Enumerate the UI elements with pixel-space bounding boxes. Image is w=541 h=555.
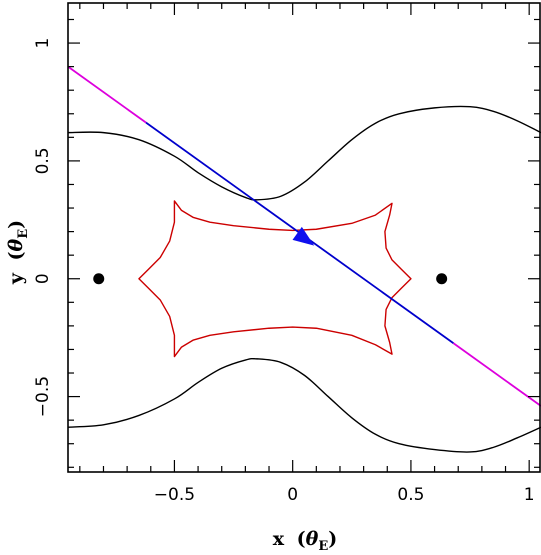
data-layer: [68, 65, 541, 453]
y-tick-label: 0: [33, 273, 53, 284]
x-tick-label: 1: [524, 485, 535, 505]
y-axis-title-theta: θ: [5, 238, 27, 251]
x-axis-title-sub: E: [318, 539, 328, 554]
x-tick-label: 0: [287, 485, 298, 505]
trajectory-outer-right: [452, 342, 541, 407]
y-axis-title-open: (: [5, 251, 27, 260]
tick-marks: [68, 3, 540, 472]
x-tick-label: 0.5: [397, 485, 424, 505]
critical-curve-upper: [68, 105, 541, 201]
y-axis-title-close: ): [5, 220, 27, 229]
y-axis-title-sub: E: [16, 229, 31, 239]
axes-frame: [67, 2, 541, 473]
x-axis-title-theta: θ: [306, 528, 319, 550]
plot-frame: [67, 2, 541, 473]
critical-curve-lower: [68, 357, 541, 453]
x-axis-title-open: (: [297, 528, 306, 550]
x-tick-label: −0.5: [154, 485, 195, 505]
x-axis-title-close: ): [328, 528, 337, 550]
trajectory-arrow: [292, 226, 315, 246]
caustic-curve: [138, 200, 412, 358]
trajectory-outer-left: [68, 65, 147, 124]
tick-labels: −0.5 0 0.5 1 −0.5 0 0.5 1: [33, 38, 535, 505]
y-tick-label: −0.5: [33, 376, 53, 417]
y-tick-label: 1: [33, 38, 53, 49]
y-axis-title-var: y: [5, 272, 27, 285]
lens-point-1: [93, 273, 105, 285]
y-axis-title: y (θE): [5, 220, 31, 285]
x-axis-title: x (θE): [273, 528, 338, 554]
lens-point-2: [436, 273, 448, 285]
x-axis-title-var: x: [273, 528, 285, 550]
y-tick-label: 0.5: [33, 147, 53, 174]
